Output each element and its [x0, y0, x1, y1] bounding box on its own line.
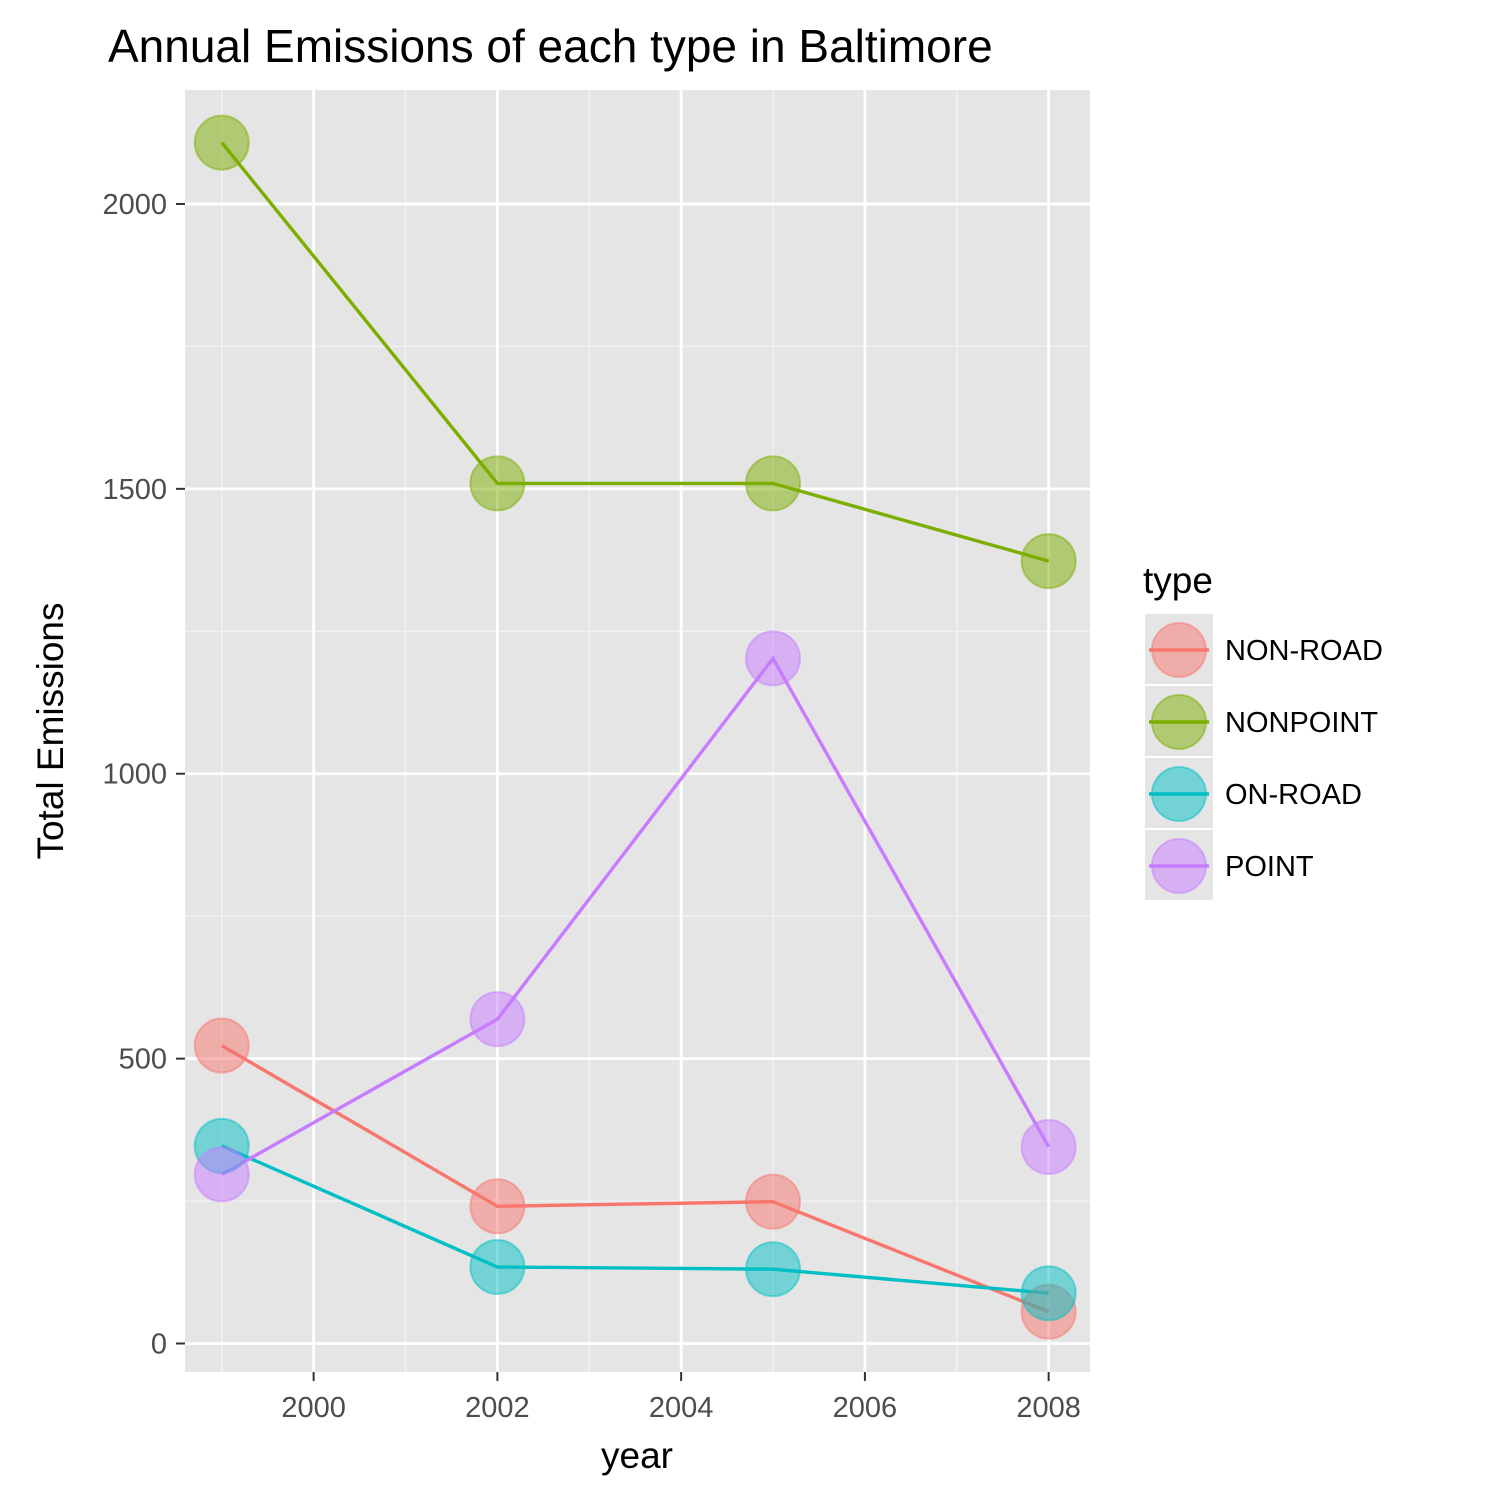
- legend-label-non-road: NON-ROAD: [1225, 635, 1383, 667]
- data-point-nonpoint: [469, 455, 526, 512]
- data-point-non-road: [469, 1178, 526, 1235]
- series-line-on-road: [221, 1144, 1049, 1295]
- legend-key-point-on-road: [1151, 766, 1207, 822]
- series-line-nonpoint: [220, 141, 1050, 563]
- data-point-point: [745, 630, 802, 687]
- series-lines: [220, 141, 1051, 1314]
- data-point-point: [469, 991, 526, 1048]
- data-point-on-road: [469, 1238, 526, 1295]
- legend-label-point: POINT: [1225, 851, 1314, 883]
- data-point-on-road: [745, 1241, 802, 1298]
- y-tick-label: 500: [119, 1044, 167, 1076]
- y-tick-label: 0: [151, 1329, 167, 1361]
- series-line-non-road: [220, 1044, 1050, 1314]
- data-point-nonpoint: [193, 114, 250, 171]
- x-axis-title: year: [601, 1435, 673, 1476]
- legend-key-point-nonpoint: [1151, 694, 1207, 750]
- x-tick-label: 2006: [833, 1392, 898, 1424]
- legend-title: type: [1143, 560, 1213, 601]
- legend: NON-ROAD NONPOINT ON-ROAD POINT: [1145, 614, 1383, 900]
- chart-title: Annual Emissions of each type in Baltimo…: [108, 20, 993, 72]
- x-axis: 2000 2002 2004 2006 2008: [281, 1372, 1081, 1424]
- series-line-point: [220, 655, 1051, 1176]
- series-points: [193, 114, 1077, 1340]
- data-point-non-road: [745, 1173, 802, 1230]
- y-tick-label: 1500: [102, 474, 167, 506]
- data-point-non-road: [193, 1017, 250, 1074]
- x-tick-label: 2002: [465, 1392, 530, 1424]
- y-tick-label: 2000: [102, 189, 167, 221]
- data-point-nonpoint: [1020, 533, 1077, 590]
- data-point-on-road: [1020, 1265, 1077, 1322]
- x-tick-label: 2004: [649, 1392, 714, 1424]
- data-point-point: [193, 1146, 250, 1203]
- y-tick-label: 1000: [102, 759, 167, 791]
- minor-gridlines: [185, 90, 1090, 1372]
- legend-label-nonpoint: NONPOINT: [1225, 707, 1378, 739]
- x-tick-label: 2008: [1016, 1392, 1081, 1424]
- y-axis: 0 500 1000 1500 2000: [102, 189, 185, 1361]
- plot-panel: [185, 90, 1090, 1372]
- y-axis-title: Total Emissions: [30, 602, 71, 859]
- legend-label-on-road: ON-ROAD: [1225, 779, 1362, 811]
- legend-key-point-non-road: [1151, 622, 1207, 678]
- legend-key-point-point: [1151, 838, 1207, 894]
- data-point-point: [1020, 1118, 1077, 1175]
- data-point-nonpoint: [745, 455, 802, 512]
- x-tick-label: 2000: [281, 1392, 346, 1424]
